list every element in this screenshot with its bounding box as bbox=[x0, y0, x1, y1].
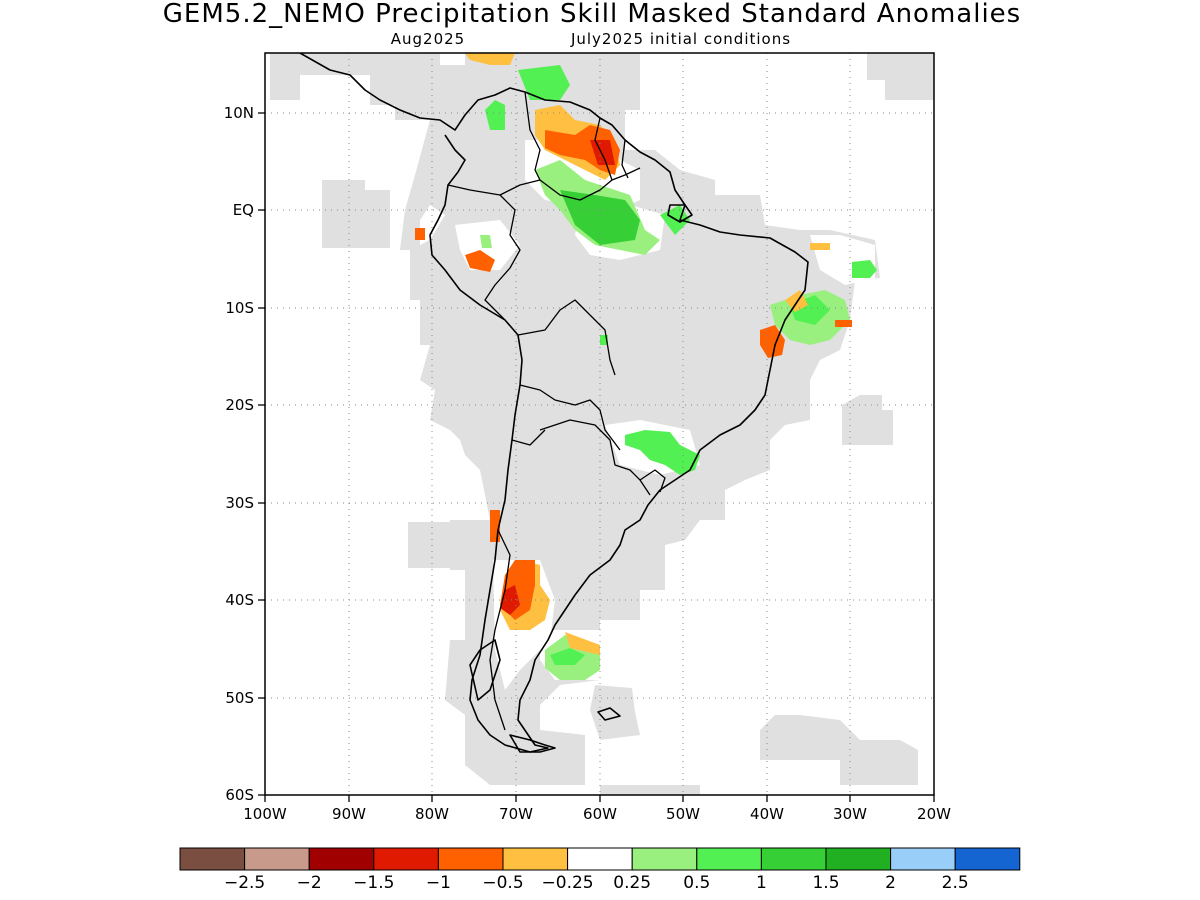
colorbar-swatch bbox=[373, 847, 439, 871]
colorbar-swatch bbox=[244, 847, 310, 871]
colorbar-label: 0.25 bbox=[613, 873, 651, 893]
lon-tick-label: 70W bbox=[499, 805, 533, 823]
orange-patch-atlantic-2 bbox=[810, 243, 830, 250]
grid-lines bbox=[265, 53, 934, 795]
lon-tick-label: 60W bbox=[583, 805, 617, 823]
country-borders bbox=[447, 91, 666, 731]
lat-tick-label: 40S bbox=[225, 591, 254, 609]
orange-patch-ecuador bbox=[415, 228, 425, 240]
colorbar-swatch bbox=[825, 847, 892, 871]
colorbar-swatch bbox=[954, 847, 1021, 871]
green-patch-venezuela bbox=[518, 65, 570, 100]
lon-tick-label: 90W bbox=[332, 805, 366, 823]
colorbar: −2.5 −2 −1.5 −1 −0.5 −0.25 0.25 0.5 1 1.5 2 2.5 bbox=[179, 847, 1021, 893]
colorbar-label: −0.25 bbox=[542, 873, 594, 893]
colorbar-label: 2.5 bbox=[942, 873, 969, 893]
lon-tick-label: 40W bbox=[750, 805, 784, 823]
lon-axis: 100W 90W 80W 70W 60W 50W 40W 30W 20W bbox=[243, 795, 951, 823]
green-patch-atlantic-east bbox=[852, 260, 877, 278]
red-patch-guiana-core bbox=[590, 140, 615, 165]
subtitle-month: Aug2025 bbox=[391, 30, 465, 48]
green-patch-guyana bbox=[485, 100, 505, 130]
lat-axis: 10N EQ 10S 20S 30S 40S 50S 60S bbox=[224, 104, 265, 804]
green-patch-southeast-brazil bbox=[625, 430, 700, 475]
colorbar-label: 2 bbox=[885, 873, 896, 893]
negative-anomaly-patches bbox=[415, 53, 852, 655]
lat-tick-label: EQ bbox=[233, 201, 254, 219]
lat-tick-label: 30S bbox=[225, 494, 254, 512]
colorbar-label: −2.5 bbox=[224, 873, 265, 893]
orange-patch-atlantic bbox=[835, 320, 852, 327]
orange-patch-caribbean bbox=[465, 53, 515, 65]
lat-tick-label: 20S bbox=[225, 396, 254, 414]
green-patch-patagonia-core bbox=[550, 648, 585, 665]
orange-patch-ne-brazil bbox=[760, 325, 785, 358]
lat-tick-label: 10N bbox=[224, 104, 254, 122]
colorbar-label: −1.5 bbox=[353, 873, 394, 893]
lat-tick-label: 60S bbox=[225, 786, 254, 804]
colorbar-swatch bbox=[760, 847, 827, 871]
coastlines bbox=[299, 53, 809, 753]
colorbar-swatch bbox=[631, 847, 698, 871]
colorbar-swatch bbox=[179, 847, 246, 871]
colorbar-swatch bbox=[696, 847, 762, 871]
colorbar-label: −0.5 bbox=[482, 873, 523, 893]
colorbar-label: −2 bbox=[297, 873, 322, 893]
colorbar-swatch bbox=[308, 847, 375, 871]
lon-tick-label: 30W bbox=[833, 805, 867, 823]
colorbar-label: 1 bbox=[756, 873, 767, 893]
map-title: GEM5.2_NEMO Precipitation Skill Masked S… bbox=[163, 0, 1021, 29]
colorbar-swatch bbox=[502, 847, 569, 871]
lon-tick-label: 20W bbox=[917, 805, 951, 823]
colorbar-swatch bbox=[567, 847, 633, 871]
colorbar-swatch bbox=[890, 847, 956, 871]
colorbar-label: 1.5 bbox=[812, 873, 839, 893]
subtitle-initial-conditions: July2025 initial conditions bbox=[570, 30, 791, 48]
orange-patch-patagonia-east bbox=[565, 632, 600, 655]
colorbar-label: 0.5 bbox=[683, 873, 710, 893]
orange-patch-peru bbox=[465, 250, 495, 272]
lon-tick-label: 80W bbox=[415, 805, 449, 823]
lat-tick-label: 50S bbox=[225, 689, 254, 707]
lon-tick-label: 50W bbox=[666, 805, 700, 823]
lon-tick-label: 100W bbox=[243, 805, 287, 823]
map-area bbox=[265, 53, 934, 795]
lat-tick-label: 10S bbox=[225, 299, 254, 317]
green-patch-amazon-core bbox=[560, 190, 640, 245]
green-patch-peru-small bbox=[480, 235, 492, 248]
colorbar-swatch bbox=[437, 847, 504, 871]
colorbar-label: −1 bbox=[426, 873, 451, 893]
